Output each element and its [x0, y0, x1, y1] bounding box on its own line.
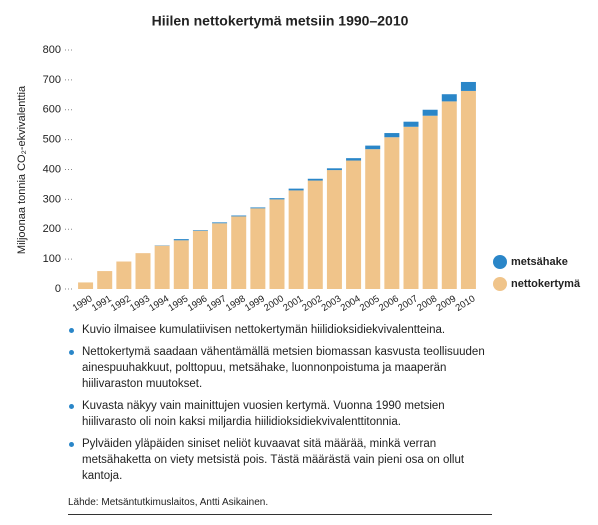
y-tick-label: 200 [43, 223, 61, 235]
note: Kuvio ilmaisee kumulatiivisen nettokerty… [68, 322, 498, 338]
bar-segment [460, 81, 476, 91]
bar-segment [173, 240, 189, 289]
y-tick-label: 0 [55, 283, 61, 295]
bar-segment [154, 245, 170, 289]
bar-segment [460, 90, 476, 290]
y-tick-label: 800 [43, 44, 61, 56]
bar-segment [173, 239, 189, 241]
notes: Kuvio ilmaisee kumulatiivisen nettokerty… [68, 322, 498, 490]
bar-segment [365, 149, 381, 289]
legend-marker [493, 255, 507, 269]
bar-segment [288, 190, 304, 289]
source: Lähde: Metsäntutkimuslaitos, Antti Asika… [68, 497, 269, 508]
bar-segment [269, 198, 285, 200]
bar-segment [231, 216, 247, 289]
bar-segment [212, 222, 228, 224]
chart: Hiilen nettokertymä metsiin 1990–2010 Mi… [16, 13, 581, 314]
bar-segment [192, 230, 208, 231]
bar-segment [365, 145, 381, 150]
bar-segment [116, 261, 132, 289]
y-tick-label: 400 [43, 163, 61, 175]
bar-segment [307, 178, 323, 181]
bar-segment [422, 109, 438, 116]
bar-segment [250, 207, 266, 209]
bar-segment [403, 121, 419, 127]
y-tick-label: 300 [43, 193, 61, 205]
bar-segment [403, 126, 419, 289]
bar-segment [269, 199, 285, 289]
note: Kuvasta näkyy vain mainittujen vuosien k… [68, 398, 498, 430]
y-tick-label: 700 [43, 74, 61, 86]
legend-marker [493, 277, 507, 291]
y-tick-label: 100 [43, 253, 61, 265]
bar-segment [441, 101, 457, 289]
bar-segment [212, 223, 228, 289]
y-axis-label: Miljoonaa tonnia CO₂-ekvivalenttia [16, 85, 28, 254]
legend-label: nettokertymä [511, 278, 581, 290]
legend-label: metsähake [511, 256, 568, 268]
bar-segment [288, 188, 304, 191]
rule [68, 514, 492, 515]
bar-segment [441, 94, 457, 102]
bar-segment [346, 160, 362, 289]
y-tick-label: 600 [43, 104, 61, 116]
bar-segment [384, 137, 400, 289]
chart-title: Hiilen nettokertymä metsiin 1990–2010 [152, 13, 409, 29]
note: Pylväiden yläpäiden siniset neliöt kuvaa… [68, 436, 498, 484]
bar-segment [78, 282, 94, 289]
bar-segment [307, 180, 323, 289]
bar-segment [231, 215, 247, 217]
bar-segment [326, 168, 342, 171]
bar-segment [326, 170, 342, 289]
y-tick-label: 500 [43, 134, 61, 146]
bar-segment [384, 133, 400, 138]
bar-segment [97, 271, 113, 289]
bar-segment [422, 115, 438, 289]
bar-segment [346, 158, 362, 161]
bar-segment [135, 253, 151, 289]
bar-segment [250, 208, 266, 289]
bar-segment [192, 230, 208, 289]
note: Nettokertymä saadaan vähentämällä metsie… [68, 344, 498, 392]
x-tick-label: 2010 [454, 293, 478, 314]
